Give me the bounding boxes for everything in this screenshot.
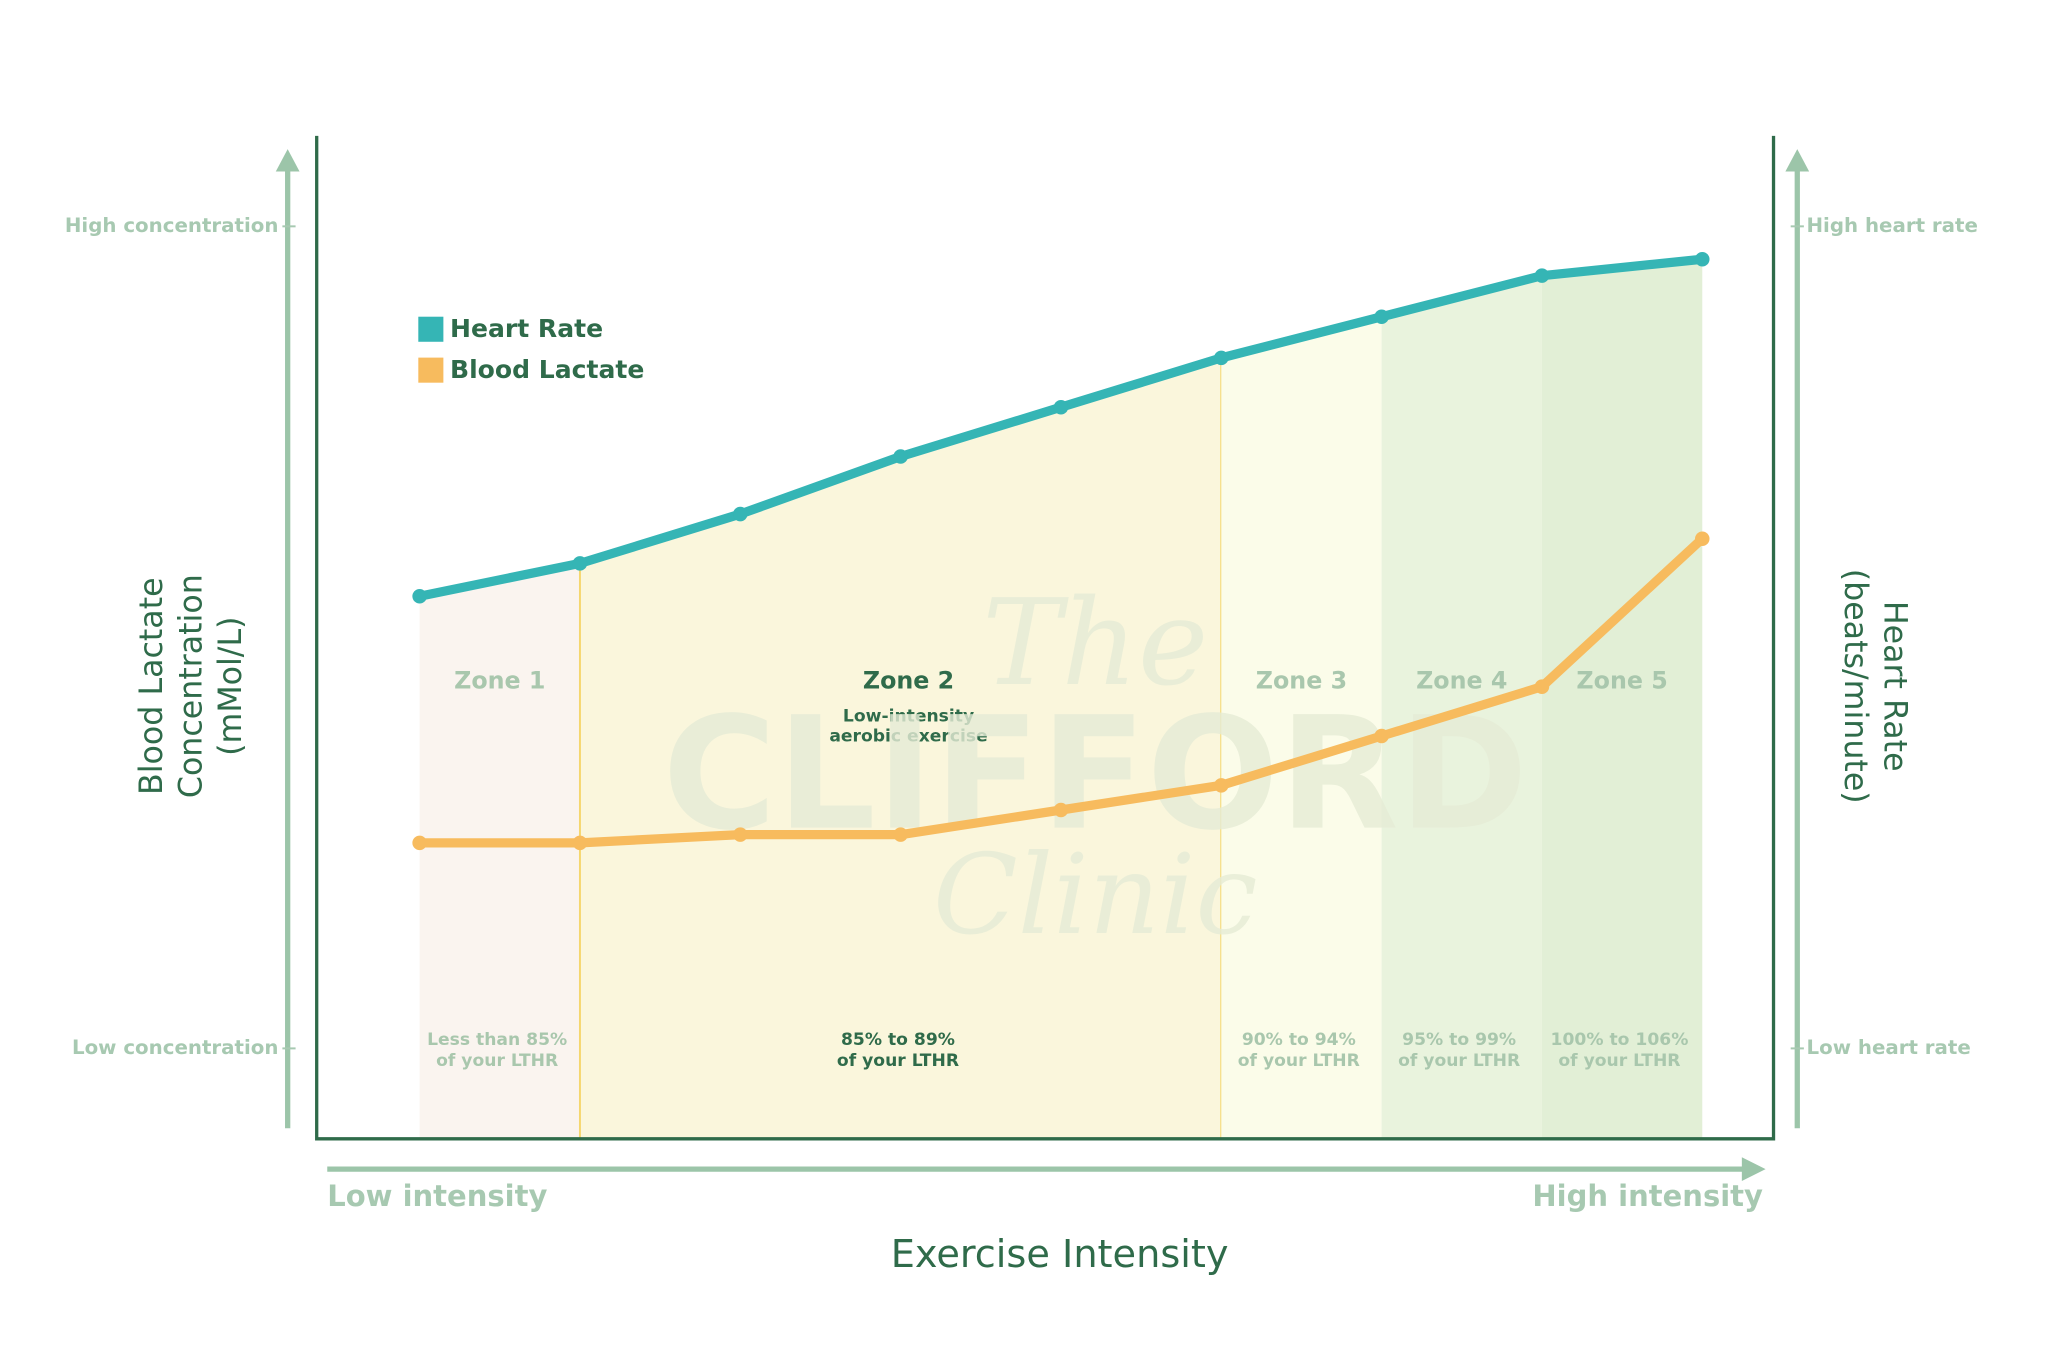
y-axis-title-line: Concentration [174,574,210,798]
data-point [412,835,427,851]
y-tick-label: Low concentration [72,1036,278,1059]
zone-area [419,563,580,1139]
x-end-label: High intensity [1532,1179,1763,1213]
y2-tick-label: High heart rate [1807,214,1978,237]
legend-label: Heart Rate [450,314,603,343]
y2-axis-title: Heart Rate (beats/minute) [1837,569,1913,804]
legend-swatch [418,357,444,383]
zone-area [1541,259,1703,1139]
y-axis-title-line: (mMol/L) [213,617,249,756]
arrows [275,149,1810,1182]
zone-description: aerobic exercise [829,726,987,746]
data-point [1374,309,1389,325]
arrow-head [1741,1157,1766,1182]
data-point [1053,802,1069,818]
data-point [1053,399,1069,415]
y-axis-title-line: Blood Lactate [134,577,170,795]
y-axis-title: Blood Lactate Concentration (mMol/L) [134,574,249,798]
data-point [572,556,588,571]
watermark-text: Clinic [933,831,1258,960]
zone-range: of your LTHR [837,1051,959,1071]
data-point [893,449,908,464]
data-point [1534,679,1550,694]
zone-area [579,357,1222,1139]
legend-swatch [418,316,444,342]
arrow-head [275,149,300,172]
x-axis-title: Exercise Intensity [891,1232,1229,1277]
zone-range: 85% to 89% [841,1030,955,1050]
zone-area [1221,316,1382,1139]
zone-range: 95% to 99% [1402,1030,1516,1050]
zone-range: of your LTHR [436,1051,558,1071]
zone-description: Low-intensity [843,707,974,727]
data-point [1534,268,1550,283]
zone-range: of your LTHR [1558,1051,1680,1071]
y2-axis-title-line: (beats/minute) [1837,569,1873,804]
zone-label: Zone 3 [1256,667,1347,695]
data-point [1695,251,1710,267]
y2-tick-label: Low heart rate [1807,1036,1971,1059]
plot-frame [315,135,1776,1141]
zone-range: Less than 85% [427,1030,567,1050]
data-point [1374,728,1389,744]
arrow-head [1785,149,1810,172]
data-point [893,827,908,842]
data-point [1214,778,1229,793]
data-point [1695,531,1710,546]
data-point [1214,350,1229,366]
zone-label: Zone 1 [454,667,545,695]
y2-axis-title-line: Heart Rate [1877,601,1913,772]
y-tick-label: High concentration [65,214,279,237]
x-start-label: Low intensity [327,1179,547,1213]
data-point [733,506,748,522]
legend-label: Blood Lactate [450,355,644,384]
data-point [572,835,588,851]
data-point [733,827,748,842]
zone-label: Zone 5 [1576,667,1667,695]
zone-range: 100% to 106% [1551,1030,1689,1050]
axes [315,135,1776,1141]
data-point [412,589,427,604]
zone-range: of your LTHR [1398,1051,1520,1071]
zones [419,259,1703,1139]
zone-label: Zone 4 [1416,667,1507,695]
zone-range: of your LTHR [1238,1051,1360,1071]
watermark-text: The [982,575,1208,713]
zone-label: Zone 2 [863,667,954,695]
zone-range: 90% to 94% [1242,1030,1356,1050]
